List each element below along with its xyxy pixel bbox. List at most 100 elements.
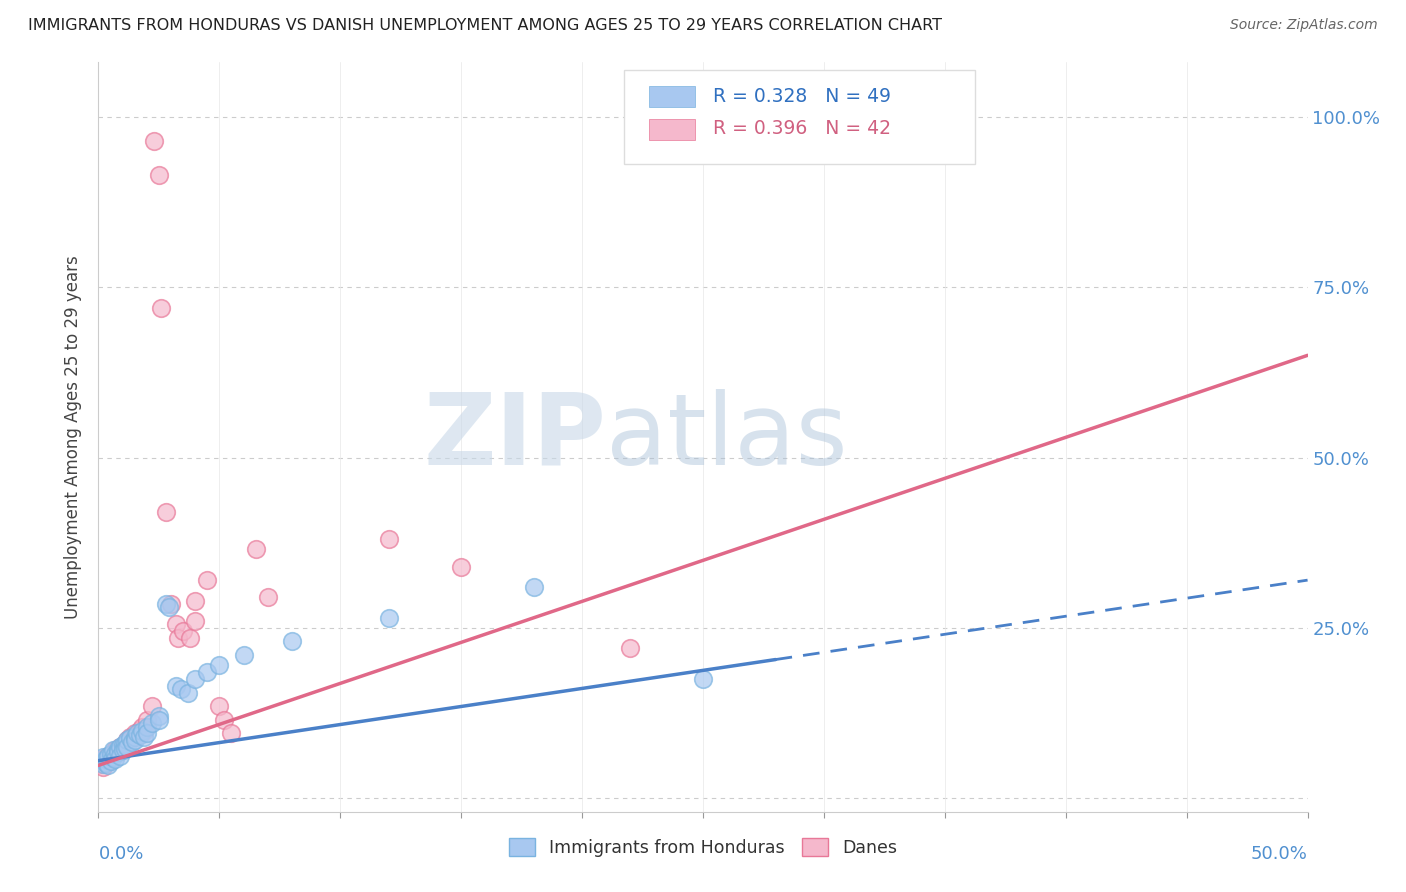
Point [101, 747, 124, 761]
Point [101, 743, 124, 757]
Point [111, 738, 134, 752]
Point [141, 699, 163, 714]
Point [377, 533, 399, 547]
Point [104, 751, 127, 765]
Point [177, 685, 200, 699]
Point [100, 750, 122, 764]
Point [117, 733, 139, 747]
Point [148, 709, 170, 723]
FancyBboxPatch shape [648, 119, 695, 140]
Point [128, 728, 150, 742]
Point [108, 748, 131, 763]
Y-axis label: Unemployment Among Ages 25 to 29 years: Unemployment Among Ages 25 to 29 years [65, 255, 83, 619]
Point [91, 757, 114, 772]
Point [208, 699, 231, 714]
Point [157, 600, 180, 615]
Point [90, 757, 112, 772]
Point [97, 758, 120, 772]
Point [128, 723, 150, 737]
Point [97, 754, 120, 768]
Point [91, 760, 114, 774]
Point [97, 748, 120, 763]
Point [114, 737, 136, 751]
Point [619, 641, 641, 656]
Text: R = 0.328   N = 49: R = 0.328 N = 49 [713, 87, 890, 105]
Point [121, 731, 143, 746]
Point [94, 756, 117, 770]
Point [131, 720, 153, 734]
Point [165, 617, 187, 632]
Point [184, 614, 207, 628]
Point [195, 665, 218, 679]
Point [377, 610, 399, 624]
Point [127, 726, 149, 740]
Point [245, 542, 267, 557]
Point [111, 742, 134, 756]
Point [124, 730, 146, 744]
Point [179, 631, 201, 645]
Point [523, 580, 546, 594]
Point [221, 726, 243, 740]
Point [118, 730, 141, 744]
Point [94, 751, 117, 765]
Point [212, 713, 235, 727]
Point [118, 731, 141, 746]
Point [111, 743, 134, 757]
Point [165, 679, 187, 693]
Point [107, 742, 129, 756]
Point [127, 728, 149, 742]
Point [148, 713, 170, 727]
Point [155, 505, 177, 519]
FancyBboxPatch shape [648, 87, 695, 107]
Point [184, 672, 207, 686]
Point [90, 754, 112, 768]
Text: Source: ZipAtlas.com: Source: ZipAtlas.com [1230, 18, 1378, 32]
Point [184, 593, 207, 607]
Point [131, 724, 153, 739]
Point [91, 750, 114, 764]
Point [100, 747, 122, 761]
Point [135, 720, 157, 734]
Point [172, 624, 194, 639]
Point [124, 726, 146, 740]
Point [195, 573, 218, 587]
Point [117, 739, 139, 754]
Point [104, 743, 127, 757]
Point [94, 756, 117, 770]
Point [208, 658, 231, 673]
Point [143, 134, 166, 148]
Point [134, 724, 156, 739]
Point [281, 634, 304, 648]
Point [232, 648, 254, 662]
Point [150, 301, 173, 315]
Point [97, 748, 120, 763]
Point [117, 733, 139, 747]
Point [167, 631, 190, 645]
Point [108, 739, 131, 754]
Point [114, 742, 136, 756]
Point [108, 739, 131, 754]
Point [169, 682, 191, 697]
Point [114, 737, 136, 751]
Point [107, 745, 129, 759]
Text: IMMIGRANTS FROM HONDURAS VS DANISH UNEMPLOYMENT AMONG AGES 25 TO 29 YEARS CORREL: IMMIGRANTS FROM HONDURAS VS DANISH UNEMP… [28, 18, 942, 33]
Point [160, 597, 183, 611]
Point [124, 733, 146, 747]
Point [135, 713, 157, 727]
Point [121, 735, 143, 749]
Legend: Immigrants from Honduras, Danes: Immigrants from Honduras, Danes [509, 838, 897, 857]
Point [450, 559, 472, 574]
FancyBboxPatch shape [624, 70, 976, 163]
Point [104, 747, 127, 761]
Text: R = 0.396   N = 42: R = 0.396 N = 42 [713, 119, 890, 138]
Point [141, 716, 163, 731]
Point [256, 590, 278, 604]
Text: ZIP: ZIP [423, 389, 606, 485]
Point [134, 730, 156, 744]
Point [148, 168, 170, 182]
Point [101, 750, 124, 764]
Point [100, 754, 122, 768]
Text: 0.0%: 0.0% [98, 846, 143, 863]
Text: 50.0%: 50.0% [1251, 846, 1308, 863]
Point [135, 726, 157, 740]
